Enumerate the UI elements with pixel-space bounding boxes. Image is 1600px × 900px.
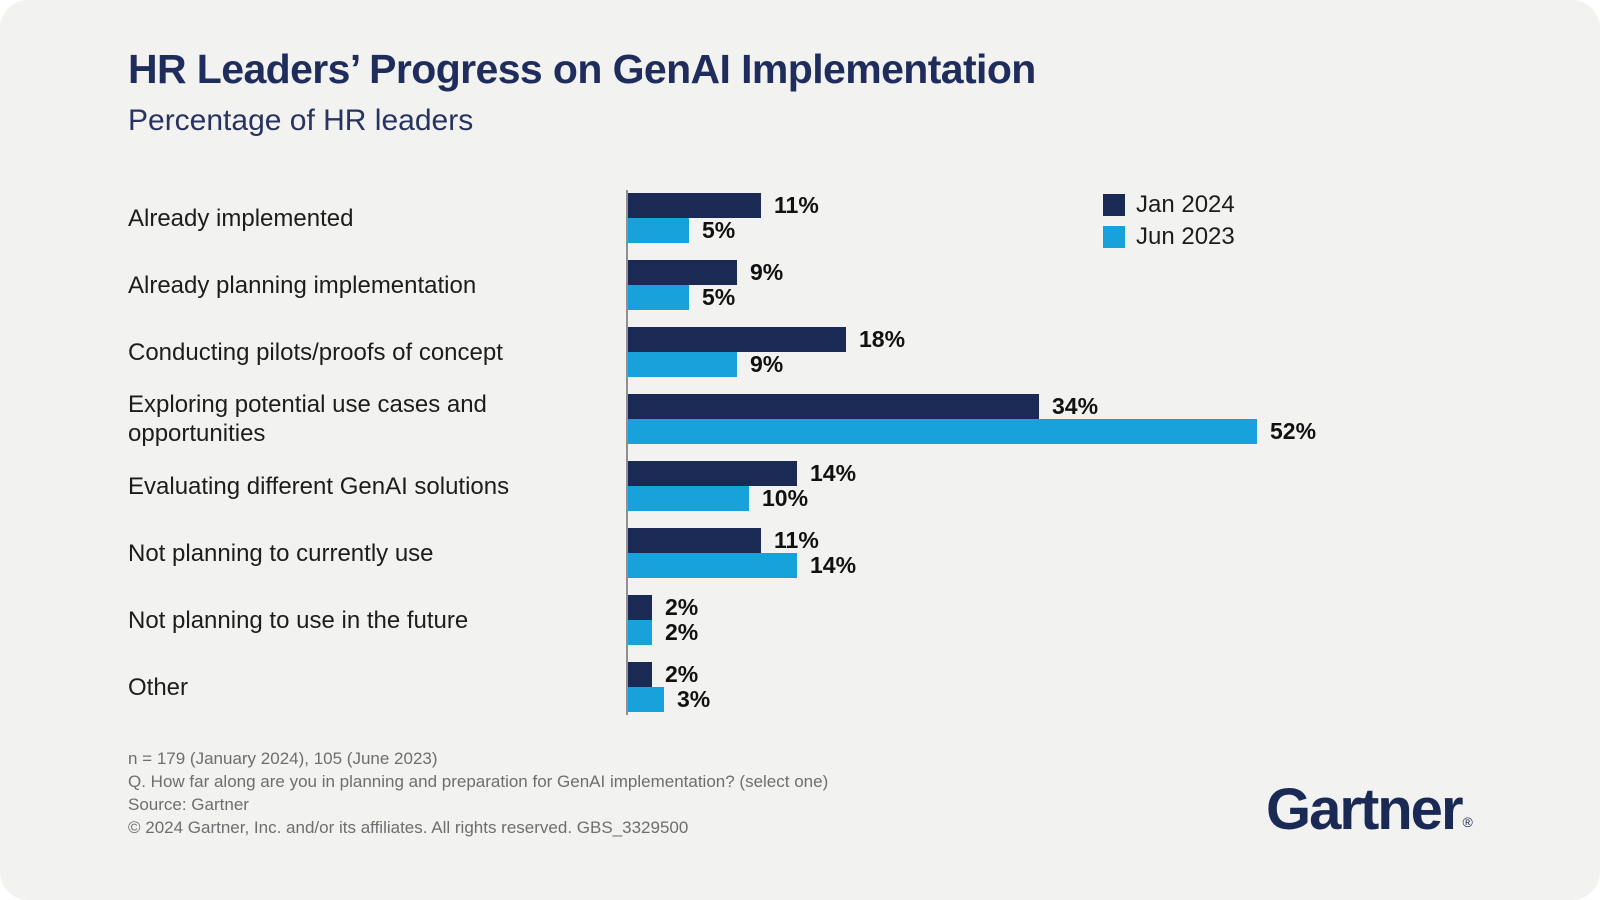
legend: Jan 2024 Jun 2023 — [1103, 191, 1235, 258]
legend-swatch-jun-2023 — [1103, 226, 1125, 248]
bar-jun-2023 — [628, 352, 737, 377]
source-note: Source: Gartner — [128, 795, 249, 814]
category-label: Not planning to use in the future — [128, 606, 469, 634]
legend-label-jun-2023: Jun 2023 — [1136, 223, 1235, 250]
value-label-jun-2023: 5% — [702, 284, 736, 310]
bar-jun-2023 — [628, 285, 689, 310]
bar-jun-2023 — [628, 620, 652, 645]
footnotes: n = 179 (January 2024), 105 (June 2023) … — [128, 749, 828, 841]
category-label: Not planning to currently use — [128, 539, 434, 567]
legend-item-jan-2024: Jan 2024 — [1103, 191, 1235, 218]
bar-jun-2023 — [628, 419, 1257, 444]
page-title: HR Leaders’ Progress on GenAI Implementa… — [128, 46, 1036, 92]
value-label-jun-2023: 9% — [750, 351, 784, 377]
value-label-jun-2023: 2% — [665, 619, 699, 645]
category-label: Exploring potential use cases and opport… — [128, 391, 487, 447]
category-label: Already planning implementation — [128, 271, 477, 299]
category-label: Already implemented — [128, 204, 354, 232]
value-label-jan-2024: 2% — [665, 594, 699, 620]
legend-swatch-jan-2024 — [1103, 194, 1125, 216]
value-label-jun-2023: 52% — [1270, 418, 1317, 444]
value-label-jan-2024: 9% — [750, 259, 784, 285]
bar-jun-2023 — [628, 553, 797, 578]
copyright-note: © 2024 Gartner, Inc. and/or its affiliat… — [128, 818, 689, 837]
value-label-jun-2023: 14% — [810, 552, 857, 578]
bar-jun-2023 — [628, 687, 664, 712]
sample-size-note: n = 179 (January 2024), 105 (June 2023) — [128, 749, 438, 768]
category-label: Evaluating different GenAI solutions — [128, 472, 510, 500]
value-label-jan-2024: 11% — [774, 527, 819, 553]
axis-line — [626, 190, 628, 715]
page-subtitle: Percentage of HR leaders — [128, 104, 474, 137]
bar-jan-2024 — [628, 394, 1039, 419]
value-label-jan-2024: 2% — [665, 661, 699, 687]
bar-jun-2023 — [628, 218, 689, 243]
question-note: Q. How far along are you in planning and… — [128, 772, 829, 791]
gartner-logo-text: Gartner — [1266, 777, 1464, 842]
category-label: Other — [128, 673, 189, 701]
bar-jan-2024 — [628, 662, 652, 687]
value-label-jun-2023: 10% — [762, 485, 809, 511]
value-label-jan-2024: 18% — [859, 326, 906, 352]
value-label-jun-2023: 5% — [702, 217, 736, 243]
bar-jan-2024 — [628, 260, 737, 285]
registered-trademark-icon: ® — [1462, 814, 1473, 830]
bar-jan-2024 — [628, 461, 797, 486]
bar-jan-2024 — [628, 327, 846, 352]
bar-jan-2024 — [628, 528, 761, 553]
bar-jan-2024 — [628, 595, 652, 620]
value-label-jan-2024: 14% — [810, 460, 857, 486]
legend-label-jan-2024: Jan 2024 — [1136, 191, 1235, 218]
value-label-jan-2024: 11% — [774, 192, 819, 218]
bar-jan-2024 — [628, 193, 761, 218]
bar-jun-2023 — [628, 486, 749, 511]
category-label: Conducting pilots/proofs of concept — [128, 338, 503, 366]
gartner-logo: Gartner® — [1266, 776, 1473, 843]
value-label-jun-2023: 3% — [677, 686, 711, 712]
legend-item-jun-2023: Jun 2023 — [1103, 223, 1235, 250]
value-label-jan-2024: 34% — [1052, 393, 1099, 419]
